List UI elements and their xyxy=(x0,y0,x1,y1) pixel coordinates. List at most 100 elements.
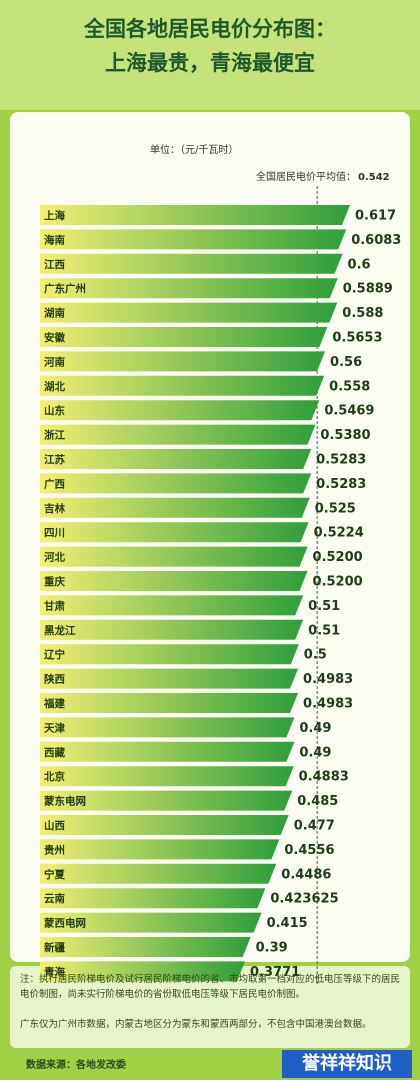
category-label: 浙江 xyxy=(44,429,65,442)
average-label: 全国居民电价平均值： xyxy=(256,170,356,183)
value-label: 0.5380 xyxy=(320,428,370,443)
bar xyxy=(40,571,308,591)
bar xyxy=(40,546,308,567)
category-label: 云南 xyxy=(44,892,65,905)
bar xyxy=(40,961,245,982)
bar xyxy=(40,229,347,250)
bar xyxy=(40,278,338,299)
value-label: 0.49 xyxy=(299,721,331,736)
category-label: 青海 xyxy=(44,965,65,978)
bar xyxy=(40,912,262,933)
category-label: 甘肃 xyxy=(44,599,65,612)
category-label: 天津 xyxy=(44,721,65,734)
category-label: 河南 xyxy=(44,355,65,368)
bar xyxy=(40,400,320,421)
source: 数据来源：各地发改委 xyxy=(26,1058,127,1071)
category-label: 蒙西电网 xyxy=(44,917,86,930)
value-label: 0.5889 xyxy=(343,282,393,297)
value-label: 0.588 xyxy=(342,306,383,321)
value-label: 0.56 xyxy=(330,355,362,370)
value-label: 0.5200 xyxy=(313,575,363,590)
category-label: 海南 xyxy=(44,233,65,246)
bar xyxy=(40,595,304,616)
bar xyxy=(40,693,299,713)
category-label: 重庆 xyxy=(44,575,65,588)
category-label: 广东广州 xyxy=(44,282,86,295)
category-label: 河北 xyxy=(44,551,65,564)
value-label: 0.4883 xyxy=(299,770,349,785)
value-label: 0.5653 xyxy=(332,331,382,346)
bar xyxy=(40,644,299,665)
category-label: 蒙东电网 xyxy=(44,795,86,808)
value-label: 0.477 xyxy=(294,819,335,834)
bar xyxy=(40,937,251,957)
bar xyxy=(40,253,343,274)
category-label: 广西 xyxy=(44,477,65,490)
header-bg xyxy=(0,0,420,110)
value-label: 0.4486 xyxy=(281,867,331,882)
value-label: 0.6083 xyxy=(351,233,401,248)
bar xyxy=(40,473,312,494)
bar xyxy=(40,863,277,884)
category-label: 吉林 xyxy=(44,502,65,515)
category-label: 安徽 xyxy=(44,331,65,344)
bar xyxy=(40,741,295,762)
average-value: 0.542 xyxy=(358,172,390,183)
value-label: 0.3771 xyxy=(250,965,300,980)
value-label: 0.51 xyxy=(308,623,340,638)
category-label: 黑龙江 xyxy=(44,624,76,637)
bar xyxy=(40,424,316,445)
value-label: 0.415 xyxy=(267,916,308,931)
category-label: 江西 xyxy=(44,258,65,271)
bar xyxy=(40,497,310,518)
value-label: 0.39 xyxy=(256,941,288,956)
bar xyxy=(40,449,312,469)
category-label: 辽宁 xyxy=(44,648,65,661)
category-label: 湖南 xyxy=(44,307,65,320)
subtitle: 上海最贵，青海最便宜 xyxy=(105,51,315,75)
value-label: 0.5200 xyxy=(313,550,363,565)
bar xyxy=(40,375,325,396)
bar xyxy=(40,766,294,787)
bar xyxy=(40,815,289,835)
note: 注：执行居民阶梯电价及试行居民阶梯电价的省、市均取第一档对应的低电压等级下的居民… xyxy=(20,974,401,1000)
watermark: 誉祥祥知识 xyxy=(302,1052,392,1074)
value-label: 0.423625 xyxy=(270,892,338,907)
category-label: 贵州 xyxy=(44,843,65,856)
bar xyxy=(40,619,304,640)
title: 全国各地居民电价分布图： xyxy=(83,17,336,41)
value-label: 0.5283 xyxy=(316,477,366,492)
bar xyxy=(40,522,309,543)
value-label: 0.558 xyxy=(329,379,370,394)
value-label: 0.485 xyxy=(297,794,338,809)
category-label: 西藏 xyxy=(44,746,65,759)
bar xyxy=(40,888,266,909)
value-label: 0.6 xyxy=(348,257,371,272)
value-label: 0.4556 xyxy=(284,843,334,858)
bar xyxy=(40,205,350,225)
value-label: 0.4983 xyxy=(303,697,353,712)
bar xyxy=(40,302,338,323)
category-label: 新疆 xyxy=(44,941,65,954)
category-label: 四川 xyxy=(44,527,65,539)
bar xyxy=(40,790,293,811)
category-label: 陕西 xyxy=(44,673,65,686)
value-label: 0.5469 xyxy=(324,404,374,419)
category-label: 江苏 xyxy=(44,453,65,466)
category-label: 北京 xyxy=(44,770,65,783)
bar xyxy=(40,327,328,347)
category-label: 宁夏 xyxy=(44,868,65,881)
bar xyxy=(40,717,295,738)
notes-panel xyxy=(10,966,410,1048)
bar xyxy=(40,668,299,689)
value-label: 0.5 xyxy=(304,648,327,663)
unit: 单位：（元/千瓦时） xyxy=(150,143,238,156)
value-label: 0.617 xyxy=(355,209,396,224)
bar xyxy=(40,351,326,372)
category-label: 山东 xyxy=(44,404,65,417)
value-label: 0.4983 xyxy=(303,672,353,687)
watermark-bg xyxy=(282,1050,412,1078)
value-label: 0.49 xyxy=(299,745,331,760)
